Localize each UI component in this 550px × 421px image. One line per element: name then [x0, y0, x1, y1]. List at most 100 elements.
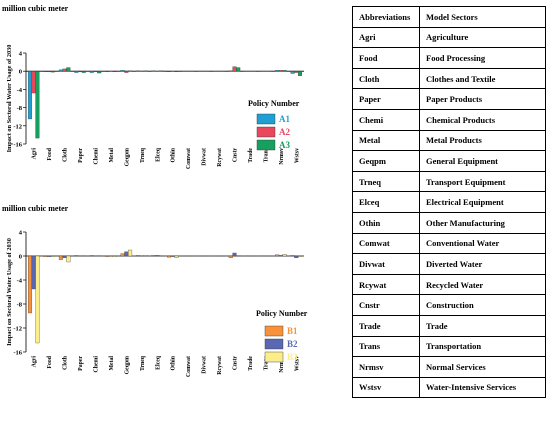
x-tick-label: Rcywat	[217, 148, 223, 167]
bar-A3-Cloth	[66, 67, 71, 72]
bar-B1-Elceq	[151, 255, 156, 257]
table-cell-sector: Paper Products	[419, 88, 546, 110]
bar-A3-Cnstr	[236, 67, 241, 72]
x-tick-label: Elceq	[155, 355, 161, 370]
table-row: Food Food Processing	[352, 47, 546, 69]
x-tick-label: Othin	[171, 355, 177, 370]
table-row: Paper Paper Products	[352, 88, 546, 110]
bar-B2-Geqpm	[124, 251, 129, 257]
x-tick-label: Food	[47, 355, 53, 368]
bar-A1-Nrmsv	[275, 70, 280, 72]
table-row: Wstsv Water-Intensive Services	[352, 376, 546, 399]
x-tick-label: Cloth	[63, 147, 69, 162]
bar-B1-Othin	[167, 255, 172, 258]
legend-label-A3: A3	[279, 140, 290, 150]
y-tick-label: -4	[17, 278, 23, 285]
x-tick-label: Wstsv	[294, 356, 300, 371]
bar-A1-Geqpm	[120, 70, 125, 72]
y-tick-label: -12	[13, 326, 22, 333]
table-cell-abbreviation: Cnstr	[352, 294, 420, 316]
table-row: Cloth Clothes and Textile	[352, 67, 546, 90]
bar-A1-Chemi	[89, 71, 94, 73]
bar-A2-Cloth	[62, 68, 67, 72]
bar-B3-Metal	[112, 255, 117, 257]
x-tick-label: Othin	[171, 147, 177, 162]
table-row: Agri Agriculture	[352, 26, 546, 49]
y-tick-label: -16	[13, 350, 22, 357]
y-tick-label: -8	[17, 105, 23, 112]
table-cell-abbreviation: Food	[352, 47, 420, 69]
bar-B2-Elceq	[155, 255, 160, 257]
table-cell-abbreviation: Paper	[352, 88, 420, 110]
x-tick-label: Agri	[32, 148, 38, 160]
table-cell-sector: Construction	[419, 294, 546, 316]
x-tick-label: Trade	[248, 356, 254, 371]
bar-B3-Cloth	[66, 255, 71, 263]
bar-A1-Paper	[74, 71, 79, 73]
legend-label-B1: B1	[287, 326, 298, 336]
bar-B2-Agri	[31, 255, 36, 290]
bar-B1-Chemi	[89, 255, 94, 257]
table-cell-sector: General Equipment	[419, 150, 546, 172]
y-tick-label: -12	[13, 123, 22, 130]
bar-B3-Cnstr	[236, 255, 241, 257]
table-header-model-sectors: Model Sectors	[419, 6, 546, 28]
legend-label-A2: A2	[279, 127, 290, 137]
bar-A2-Geqpm	[124, 71, 129, 73]
table-row: Nrmsv Normal Services	[352, 356, 546, 378]
table-cell-sector: Transport Equipment	[419, 170, 546, 193]
table-cell-sector: Agriculture	[419, 26, 546, 49]
table-cell-abbreviation: Trade	[352, 314, 420, 337]
bar-A1-Agri	[28, 71, 33, 120]
bar-A1-Wstsv	[290, 71, 295, 74]
y-tick-label: 4	[19, 230, 23, 237]
bar-A3-Paper	[81, 71, 86, 73]
x-tick-label: Cnstr	[233, 148, 239, 163]
bar-B1-Nrmsv	[275, 254, 280, 257]
table-cell-sector: Other Manufacturing	[419, 211, 546, 234]
table-row: Othin Other Manufacturing	[352, 211, 546, 234]
bar-A1-Cloth	[58, 69, 63, 72]
table-cell-abbreviation: Elceq	[352, 191, 420, 213]
table-cell-abbreviation: Divwat	[352, 253, 420, 275]
bar-B3-Nrmsv	[282, 254, 287, 257]
table-row: Divwat Diverted Water	[352, 253, 546, 275]
table-cell-abbreviation: Geqpm	[352, 150, 420, 172]
table-cell-sector: Electrical Equipment	[419, 191, 546, 213]
table-cell-sector: Transportation	[419, 335, 546, 358]
x-tick-label: Trans	[263, 355, 269, 370]
y-axis-title: Impact on Sectoral Water Usage of 2030	[6, 45, 13, 153]
table-row: Comwat Conventional Water	[352, 232, 546, 255]
table-cell-abbreviation: Comwat	[352, 232, 420, 255]
x-tick-label: Divwat	[202, 148, 208, 166]
x-tick-label: Chemi	[94, 356, 100, 373]
table-cell-abbreviation: Nrmsv	[352, 356, 420, 378]
bar-B3-Paper	[81, 255, 86, 257]
bar-B2-Wstsv	[294, 255, 299, 258]
x-tick-label: Comwat	[186, 356, 192, 377]
y-tick-label: 4	[19, 51, 23, 58]
x-tick-label: Trade	[248, 148, 254, 163]
bar-B3-Wstsv	[297, 255, 302, 257]
bar-B2-Cnstr	[232, 252, 237, 257]
x-tick-label: Geqpm	[124, 148, 130, 167]
legend-swatch-A2	[256, 126, 276, 138]
table-cell-sector: Normal Services	[419, 356, 546, 378]
legend: Policy Number A1 A2 A3	[248, 99, 300, 151]
table-cell-abbreviation: Othin	[352, 211, 420, 234]
bar-B2-Nrmsv	[278, 255, 283, 257]
table-cell-sector: Metal Products	[419, 129, 546, 152]
table-cell-abbreviation: Trans	[352, 335, 420, 358]
bar-A2-Wstsv	[294, 71, 299, 73]
table-row: Trans Transportation	[352, 335, 546, 358]
abbreviation-table: Abbreviations Model Sectors Agri Agricult…	[352, 6, 546, 399]
y-tick-label: -16	[13, 142, 22, 149]
table-cell-sector: Chemical Products	[419, 108, 546, 131]
x-tick-label: Trneq	[140, 355, 146, 371]
table-row: Elceq Electrical Equipment	[352, 191, 546, 213]
y-tick-label: 0	[19, 254, 22, 261]
x-tick-label: Comwat	[186, 148, 192, 169]
bar-B3-Agri	[35, 255, 40, 344]
legend-title: Policy Number	[256, 309, 308, 318]
legend-label-A1: A1	[279, 114, 290, 124]
